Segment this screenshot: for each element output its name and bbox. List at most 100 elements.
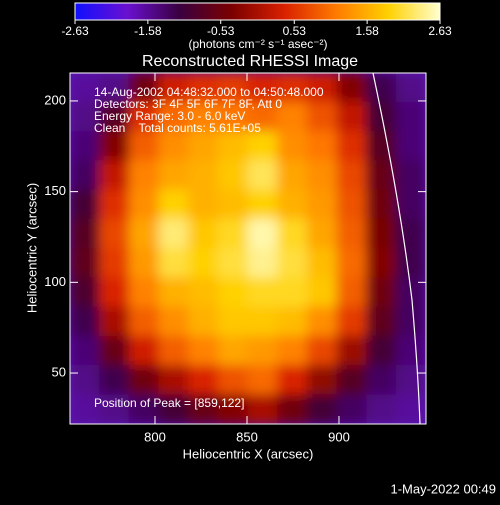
heat-cell [395,248,426,279]
heat-cell [247,248,279,279]
heat-cell [188,189,219,220]
y-tick-label: 100 [44,274,66,289]
heat-cell [395,218,426,249]
y-axis-label: Heliocentric Y (arcsec) [24,183,39,313]
heat-cell [158,101,190,132]
heat-cell [99,277,130,308]
heat-cell [366,365,397,396]
heat-cell [336,73,368,103]
heat-cell [158,189,190,220]
heat-cell [158,248,190,279]
heat-cell [366,394,397,424]
heat-cell [247,306,279,337]
heat-cell [188,73,219,103]
footer: 1-May-2022 00:49 [390,481,496,496]
plot-frame [69,72,427,425]
heat-cell [306,365,338,396]
x-tick-label: 800 [144,429,166,444]
heat-cell [277,218,308,249]
colorbar-tick-label: -1.58 [134,24,162,38]
heat-cell [99,218,130,249]
heat-cell [128,218,160,249]
heat-cell [395,335,426,366]
heat-cell [277,101,308,132]
heat-cell [306,394,338,424]
heat-cell [247,101,279,132]
heat-cell [277,365,308,396]
heat-cell [247,189,279,220]
heat-cell [217,335,249,366]
heat-cell [277,394,308,424]
heat-cell [158,277,190,308]
heat-cell [395,306,426,337]
heat-cell [99,131,130,162]
heat-cell [277,131,308,162]
heat-cell [128,160,160,191]
heat-cell [70,277,101,308]
heat-cell [306,306,338,337]
heat-cell [217,394,249,424]
heat-cell [128,101,160,132]
solar-limb [372,73,421,424]
heat-cell [306,218,338,249]
heat-cell [336,335,368,366]
heat-cell [306,160,338,191]
heat-cell [99,73,130,103]
colorbar-tick-label: -0.53 [207,24,235,38]
heat-cell [247,277,279,308]
heat-cell [188,218,219,249]
heat-cell [158,131,190,162]
heat-cell [306,335,338,366]
heat-cell [247,394,279,424]
image [70,73,426,424]
heat-cell [188,131,219,162]
heat-cell [158,365,190,396]
colorbar-label: (photons cm⁻² s⁻¹ asec⁻²) [188,37,327,51]
heat-cell [70,189,101,220]
heat-cell [277,248,308,279]
annotation: 14-Aug-2002 04:48:32.000 to 04:50:48.000 [94,85,324,99]
heat-cell [158,335,190,366]
heat-cell [366,335,397,366]
heat-cell [336,277,368,308]
heat-cell [128,131,160,162]
heat-cell [128,306,160,337]
heat-cell [366,73,397,103]
heat-cell [395,160,426,191]
heat-cell [128,73,160,103]
x-tick-label: 850 [236,429,258,444]
heat-cell [70,335,101,366]
heat-cell [395,189,426,220]
heat-cell [217,160,249,191]
heat-cell [158,306,190,337]
heat-cell [188,248,219,279]
heat-cell [277,73,308,103]
heat-cell [70,306,101,337]
heat-cell [336,131,368,162]
heat-cell [158,394,190,424]
heat-cell [158,160,190,191]
heat-cell [188,394,219,424]
heat-cell [188,160,219,191]
heat-cell [366,218,397,249]
heat-cell [70,101,101,132]
x-axis-label: Heliocentric X (arcsec) [183,446,314,461]
colorbar [74,2,441,21]
heat-cell [336,248,368,279]
heat-cell [366,160,397,191]
heat-cell [306,131,338,162]
heat-cell [70,73,101,103]
heat-cell [128,189,160,220]
heat-cell [128,277,160,308]
heat-cell [247,73,279,103]
heat-cell [128,248,160,279]
heat-cell [306,277,338,308]
heat-cell [336,306,368,337]
heat-cell [217,365,249,396]
heat-cell [277,306,308,337]
heat-cell [188,101,219,132]
heat-cell [366,248,397,279]
heat-cell [188,335,219,366]
y-tick-label: 50 [52,364,66,379]
